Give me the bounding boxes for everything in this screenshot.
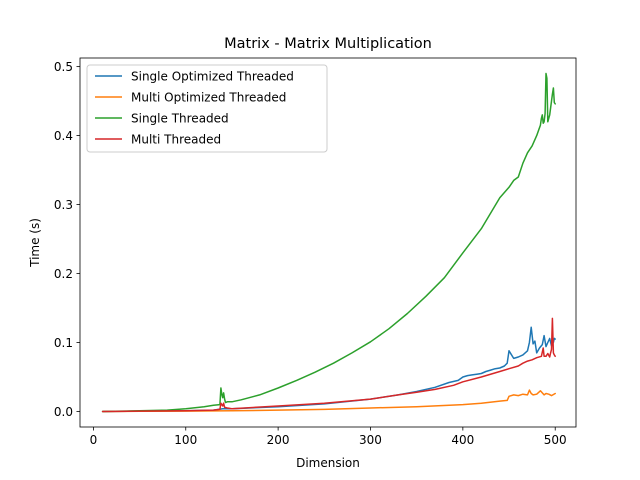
y-tick-label: 0.2 [54, 267, 73, 281]
legend-label-multi-threaded: Multi Threaded [131, 132, 221, 146]
legend-label-single-threaded: Single Threaded [131, 111, 229, 125]
y-tick-label: 0.5 [54, 60, 73, 74]
x-tick-label: 0 [90, 433, 98, 447]
y-axis-label: Time (s) [28, 218, 42, 268]
x-tick-label: 400 [451, 433, 474, 447]
series-line-multi-optimized-threaded [101, 389, 556, 413]
legend-label-multi-optimized-threaded: Multi Optimized Threaded [131, 90, 286, 104]
axes-frame [79, 57, 577, 428]
x-tick-label: 300 [359, 433, 382, 447]
series-layer [101, 72, 556, 413]
legend-label-single-optimized-threaded: Single Optimized Threaded [131, 69, 294, 83]
x-axis: 0 100 200 300 400 500 [90, 427, 567, 447]
chart-title: Matrix - Matrix Multiplication [224, 36, 432, 52]
series-line-multi-threaded [101, 317, 556, 413]
y-axis: 0.0 0.1 0.2 0.3 0.4 0.5 [54, 60, 80, 419]
x-axis-label: Dimension [296, 456, 360, 470]
legend-box [86, 64, 328, 153]
y-tick-label: 0.3 [54, 198, 73, 212]
y-tick-label: 0.0 [54, 405, 73, 419]
x-tick-label: 200 [267, 433, 290, 447]
y-tick-label: 0.4 [54, 129, 73, 143]
series-line-single-threaded [101, 72, 556, 413]
x-tick-label: 500 [544, 433, 567, 447]
legend: Single Optimized Threaded Multi Optimized… [86, 64, 328, 153]
y-tick-label: 0.1 [54, 336, 73, 350]
x-tick-label: 100 [174, 433, 197, 447]
